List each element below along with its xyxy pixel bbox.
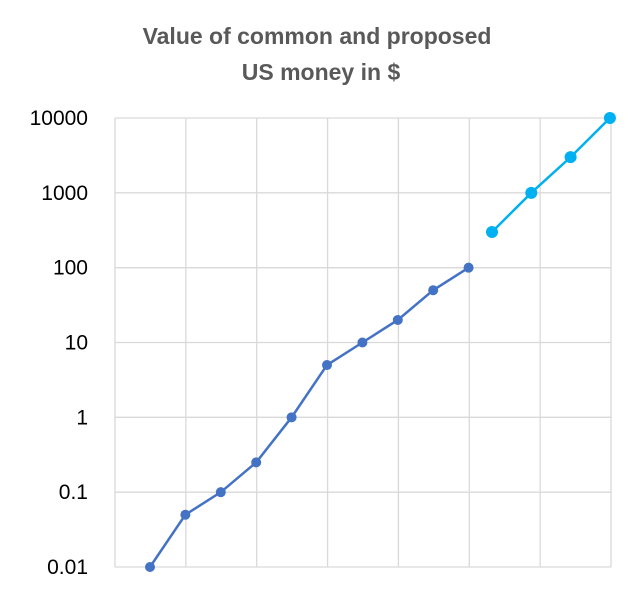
data-point (286, 412, 297, 423)
chart-title-line-2: US money in $ (242, 59, 401, 85)
data-point (215, 487, 226, 498)
series-2 (486, 112, 616, 238)
y-tick-label: 10 (65, 332, 88, 355)
series-1 (145, 262, 474, 572)
y-tick-label: 10000 (30, 107, 88, 130)
y-axis-tick-labels: 0.01 0.1 1 10 100 1000 10000 (30, 107, 88, 579)
data-point (486, 225, 498, 238)
data-point (357, 337, 368, 348)
data-point (463, 262, 474, 273)
y-tick-label: 1 (76, 406, 88, 429)
y-tick-label: 0.01 (47, 556, 88, 579)
series-line (491, 117, 611, 233)
data-point (428, 285, 439, 296)
data-point (322, 360, 332, 371)
y-tick-label: 100 (53, 257, 88, 280)
chart-title-line-1: Value of common and proposed (143, 23, 492, 49)
data-point (603, 112, 616, 124)
series-line (148, 266, 470, 568)
y-tick-label: 0.1 (59, 481, 88, 504)
data-series (145, 112, 616, 572)
data-point (525, 186, 538, 199)
data-point (564, 151, 577, 164)
data-point (145, 562, 155, 572)
data-point (180, 509, 191, 520)
y-tick-label: 1000 (41, 182, 88, 205)
data-point (392, 314, 403, 325)
data-point (251, 457, 262, 468)
